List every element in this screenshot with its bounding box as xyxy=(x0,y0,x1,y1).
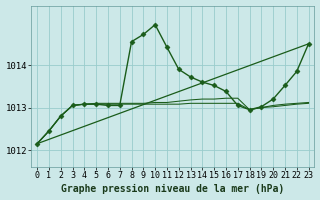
X-axis label: Graphe pression niveau de la mer (hPa): Graphe pression niveau de la mer (hPa) xyxy=(61,184,284,194)
